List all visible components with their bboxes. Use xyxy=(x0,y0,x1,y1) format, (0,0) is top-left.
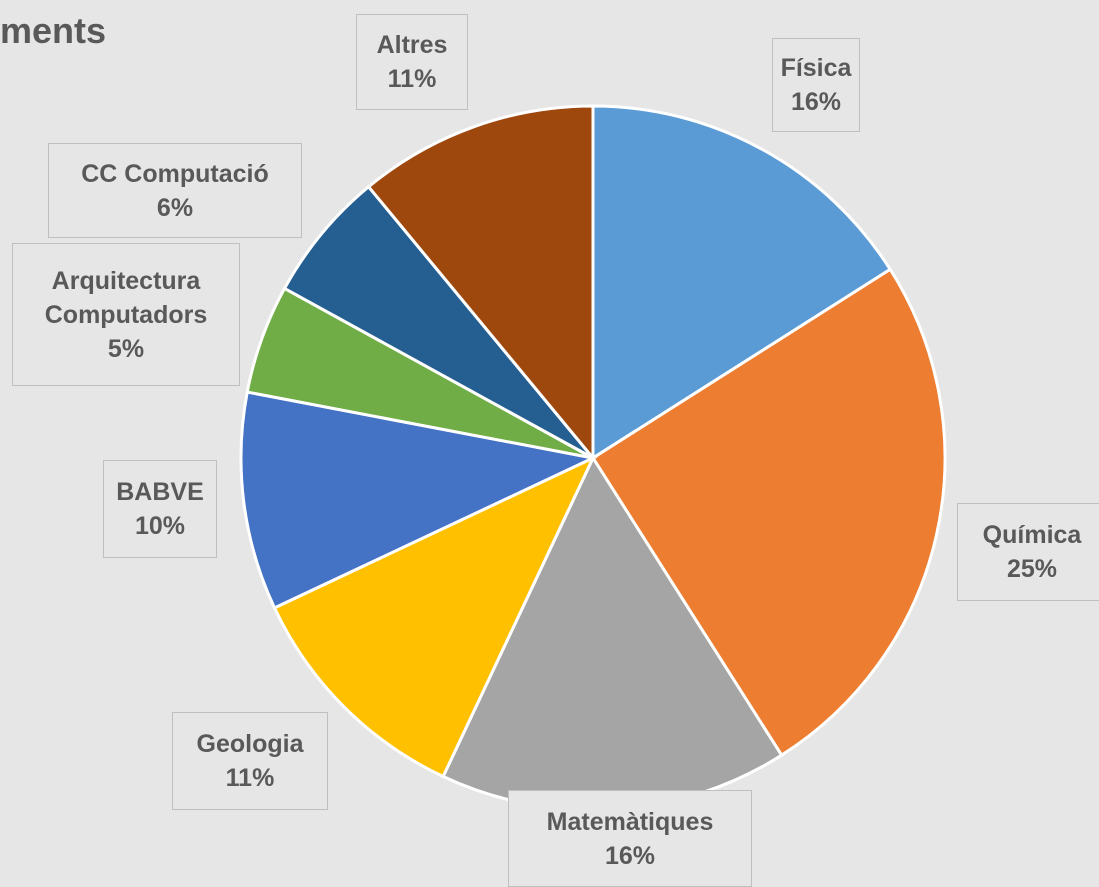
data-label: Geologia 11% xyxy=(172,712,328,810)
label-value: 11% xyxy=(387,65,437,93)
pie-slice xyxy=(282,184,595,460)
label-name: Altres xyxy=(376,31,448,59)
label-name: Matemàtiques xyxy=(546,807,714,836)
label-name: BABVE xyxy=(116,478,204,506)
label-value: 16% xyxy=(604,841,656,870)
data-label: Arquitectura Computadors 5% xyxy=(12,243,240,386)
label-name: Física xyxy=(780,54,852,82)
label-value: 11% xyxy=(225,764,275,792)
label-name: Geologia xyxy=(196,730,304,758)
label-value: 10% xyxy=(134,512,186,540)
pie-slice xyxy=(239,390,598,610)
data-label: Matemàtiques 16% xyxy=(508,790,752,887)
pie-slice xyxy=(590,267,947,758)
label-name: CC Computació xyxy=(81,159,269,188)
label-value: 16% xyxy=(790,88,842,116)
data-label: Física 16% xyxy=(772,38,860,132)
data-label: BABVE 10% xyxy=(103,460,217,558)
chart-title: ments xyxy=(0,10,107,51)
label-value: 6% xyxy=(156,193,194,222)
pie-slice xyxy=(366,104,595,463)
pie-slice xyxy=(272,454,597,779)
label-name: Química xyxy=(982,521,1082,549)
data-label: Altres 11% xyxy=(356,14,468,110)
label-value: 25% xyxy=(1006,555,1058,583)
data-label: Química 25% xyxy=(957,503,1099,601)
pie-slice xyxy=(591,104,893,461)
label-value: 5% xyxy=(107,334,145,363)
data-label: CC Computació 6% xyxy=(48,143,302,238)
label-name: Arquitectura Computadors xyxy=(44,266,208,329)
